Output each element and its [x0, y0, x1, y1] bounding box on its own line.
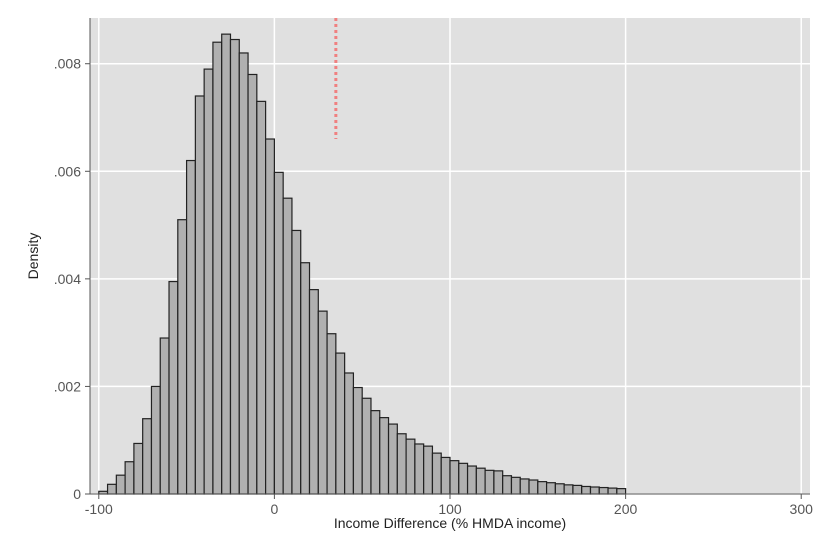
histogram-bar: [238, 52, 249, 495]
histogram-bar: [607, 487, 618, 495]
x-axis-title: Income Difference (% HMDA income): [334, 515, 566, 531]
histogram-bar: [282, 197, 293, 495]
histogram-bar: [150, 385, 161, 495]
histogram-bar: [545, 482, 556, 495]
histogram-bar: [308, 289, 319, 495]
x-axis: -100 0 100 200 300: [85, 493, 814, 517]
histogram-bar: [466, 465, 477, 495]
x-tick-label: 200: [614, 501, 638, 517]
histogram-bar: [423, 445, 434, 495]
histogram-bar: [519, 478, 530, 495]
histogram-bar: [168, 280, 179, 495]
histogram-bar: [142, 418, 153, 495]
histogram-bar: [537, 481, 548, 495]
histogram-bar: [484, 469, 495, 495]
histogram-bar: [133, 442, 144, 495]
histogram-bar: [449, 460, 460, 495]
histogram-bar: [265, 138, 275, 495]
histogram-bar: [300, 262, 311, 495]
histogram-bar: [256, 100, 267, 495]
histogram-bar: [194, 95, 205, 495]
y-tick-label: .002: [54, 378, 81, 394]
histogram-bar: [229, 38, 240, 495]
histogram-bar: [405, 438, 416, 495]
histogram-bar: [370, 410, 381, 495]
histogram-bar: [106, 483, 117, 495]
histogram-bar: [396, 433, 407, 495]
histogram-bar: [502, 475, 513, 495]
histogram-bar: [528, 479, 539, 495]
x-tick-label: 300: [790, 501, 814, 517]
histogram-bar: [326, 333, 337, 495]
y-axis-title: Density: [25, 233, 41, 280]
y-tick-label: .006: [54, 163, 81, 179]
histogram-bar: [291, 229, 302, 495]
histogram-bar: [581, 485, 592, 495]
histogram-bar: [185, 159, 196, 495]
histogram-bar: [589, 486, 600, 495]
x-tick-label: 100: [438, 501, 462, 517]
histogram-bar: [352, 386, 363, 495]
x-tick-label: 0: [270, 501, 278, 517]
histogram-bar: [510, 476, 521, 495]
histogram-bar: [247, 73, 258, 495]
y-axis: 0 .002 .004 .006 .008: [54, 18, 91, 502]
y-tick-label: .004: [54, 271, 81, 287]
histogram-bar: [177, 219, 188, 495]
y-tick-label: .008: [54, 56, 81, 72]
histogram-bar: [212, 41, 223, 495]
x-tick-label: -100: [85, 501, 113, 517]
histogram-bar: [317, 310, 328, 495]
histogram-bar: [379, 417, 390, 495]
histogram-bar: [115, 474, 126, 495]
histogram-bar: [475, 467, 486, 495]
histogram-bar: [458, 462, 469, 495]
histogram-bar: [554, 483, 565, 495]
histogram-bar: [572, 484, 583, 495]
histogram-bar: [387, 423, 398, 495]
histogram-bar: [431, 452, 442, 495]
histogram-bar: [440, 456, 451, 495]
histogram-bar: [344, 372, 355, 495]
histogram-bar: [124, 461, 135, 495]
histogram-bar: [221, 33, 232, 495]
histogram-bar: [361, 397, 372, 495]
histogram-bar: [414, 443, 425, 495]
histogram-bar: [159, 337, 170, 495]
histogram-bar: [616, 488, 627, 495]
histogram-bar: [273, 171, 284, 495]
y-tick-label: 0: [73, 486, 81, 502]
histogram-bar: [335, 352, 346, 495]
histogram-bar: [203, 68, 214, 495]
histogram-bar: [598, 486, 609, 495]
histogram-bar: [493, 470, 504, 495]
histogram-bar: [563, 484, 574, 495]
